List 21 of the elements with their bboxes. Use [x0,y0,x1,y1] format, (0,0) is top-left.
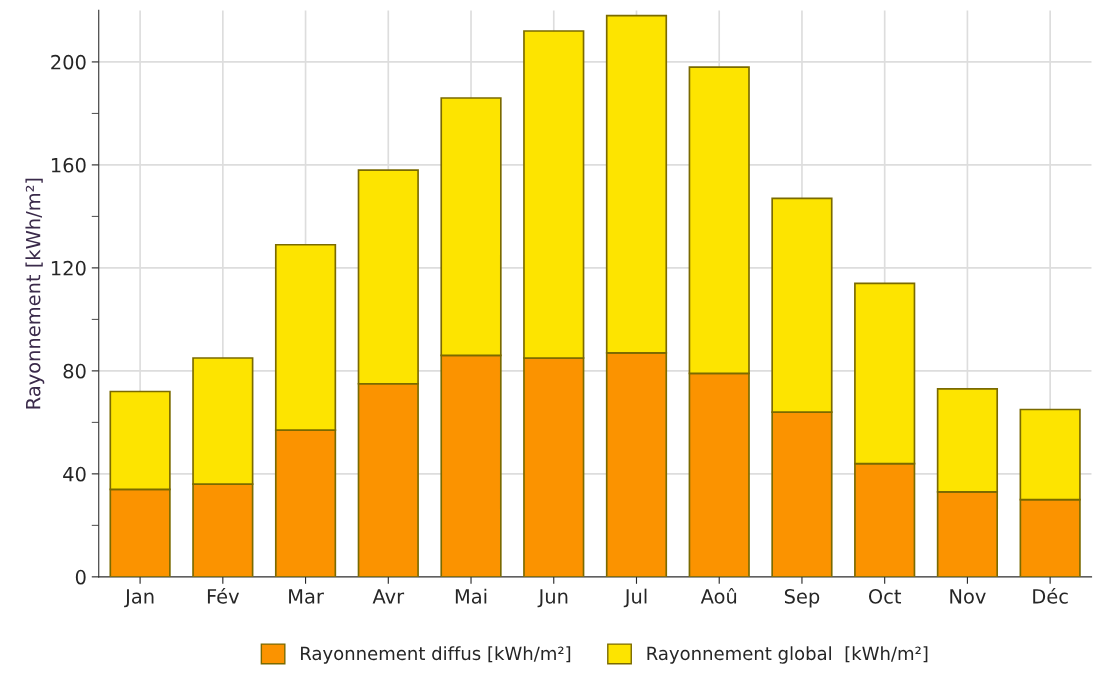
x-tick-label: Jan [124,589,154,608]
y-tick-label: 80 [63,363,86,379]
x-tick-label: Sep [784,589,820,608]
legend-label: Rayonnement diffus [kWh/m²] [301,646,571,664]
x-tick-label: Avr [372,589,405,604]
x-tick-label: Aoû [700,587,737,604]
x-tick-label: Mai [455,588,487,604]
x-tick-label: Fév [207,587,240,604]
y-tick-label: 200 [51,54,86,70]
x-tick-label: Déc [1033,587,1068,604]
y-tick-label: 120 [51,260,86,276]
x-tick-label: Jul [623,588,647,608]
y-tick-label: 40 [63,466,86,482]
legend-label: Rayonnement global [kWh/m²] [647,646,928,664]
x-tick-label: Nov [950,589,986,604]
x-tick-label: Jun [537,589,568,608]
x-tick-label: Oct [868,589,902,604]
y-tick-label: 160 [51,157,86,173]
y-tick-label: 0 [75,569,86,585]
x-tick-label: Mar [289,589,324,604]
y-axis-title: Rayonnement [kWh/m²] [25,178,45,409]
